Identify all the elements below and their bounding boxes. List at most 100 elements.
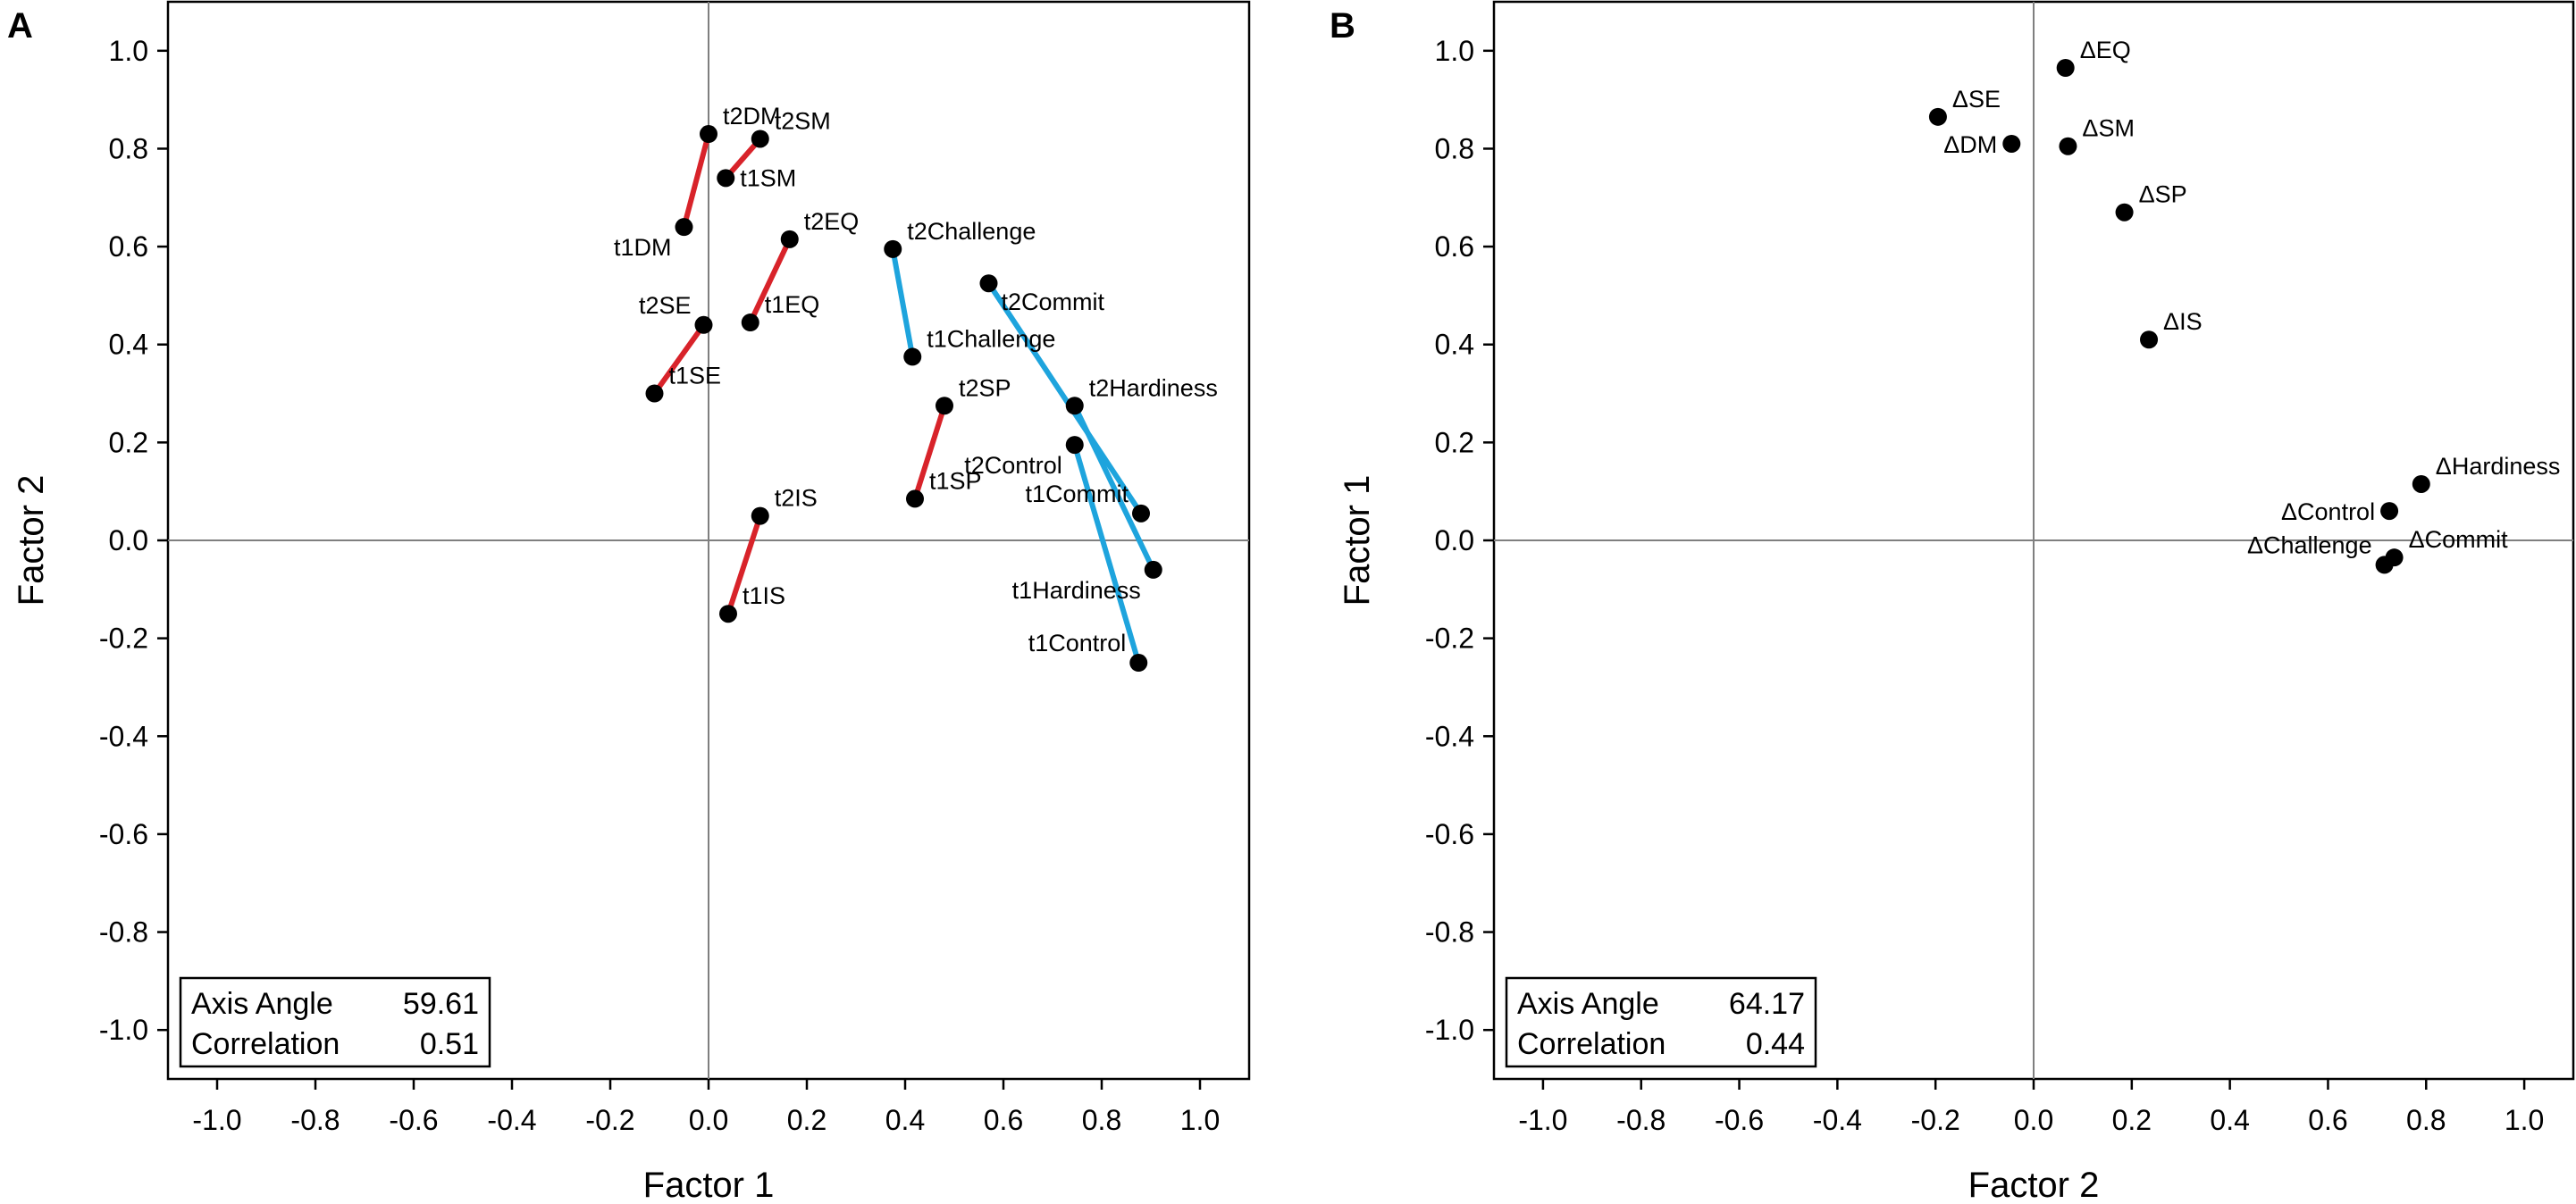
chart-b-point-delta-sp [2115,203,2134,222]
chart-a-x-tick-label: -0.2 [585,1104,634,1136]
chart-b-y-tick-label: -1.0 [1425,1014,1474,1046]
chart-a-point-label-t2eq: t2EQ [804,208,860,235]
chart-b-point-label-delta-sm: ΔSM [2082,115,2135,142]
chart-a-segment-t1is-to-t2is [726,513,763,617]
chart-b-x-tick-label: -1.0 [1518,1104,1567,1136]
chart-b-x-tick-label: 0.8 [2406,1104,2446,1136]
chart-b-point-label-delta-control: ΔControl [2281,498,2375,525]
chart-b-y-tick-label: 0.0 [1435,524,1474,556]
chart-a-y-tick-label: -0.6 [99,818,148,850]
chart-a-x-tick-label: 0.2 [787,1104,827,1136]
chart-a-point-label-t1dm: t1DM [614,234,672,261]
chart-a-point-label-t1sm: t1SM [740,164,796,191]
chart-b-point-delta-is [2140,330,2159,349]
chart-a-point-t2sm [751,130,769,148]
chart-a-y-tick-label: -1.0 [99,1014,148,1046]
chart-a-point-t2challenge [884,239,902,258]
chart-a-segment-t1challenge-to-t2challenge [890,246,916,360]
chart-a-axis-angle-value: 59.61 [403,987,479,1021]
chart-a-point-t2hardiness [1065,397,1084,415]
chart-a-point-label-t2control: t2Control [964,452,1062,479]
chart-a-point-t2commit [979,274,998,293]
chart-b-point-label-delta-se: ΔSE [1952,86,2001,113]
chart-a-segment-t1commit-to-t2commit [986,280,1144,516]
chart-b-point-delta-challenge [2375,556,2394,574]
chart-a-point-label-t2challenge: t2Challenge [907,218,1036,245]
chart-b-y-tick-label: -0.2 [1425,623,1474,655]
chart-a-point-t1commit [1132,504,1150,523]
chart-a-x-tick-label: -1.0 [192,1104,241,1136]
chart-b-point-label-delta-dm: ΔDM [1943,131,1997,158]
chart-b-point-delta-hardiness [2412,474,2430,493]
chart-b-point-label-delta-challenge: ΔChallenge [2247,531,2372,558]
chart-a-point-label-t1hardiness: t1Hardiness [1012,577,1141,604]
chart-b-y-axis-title: Factor 1 [1338,475,1377,606]
chart-a-y-tick-label: -0.8 [99,916,148,949]
chart-a-point-t1sm [717,169,735,188]
chart-b-x-tick-label: 1.0 [2505,1104,2544,1136]
chart-a-segment-t1se-to-t2se [651,322,707,397]
panel-letter-a: A [7,6,33,46]
chart-b-x-axis-title: Factor 2 [1968,1166,2100,1204]
chart-a-x-axis-title: Factor 1 [643,1166,775,1204]
chart-a-x-tick-label: -0.6 [389,1104,438,1136]
chart-b-point-delta-control [2380,502,2399,521]
chart-a-correlation-value: 0.51 [420,1027,479,1061]
chart-a-y-tick-label: 0.4 [109,329,148,361]
chart-a-point-label-t2commit: t2Commit [1002,288,1105,315]
chart-b-axis-angle-label: Axis Angle [1517,987,1659,1021]
chart-a-point-label-t1sp: t1SP [929,467,982,494]
chart-a-stats-box [179,976,491,1068]
chart-b-point-delta-eq [2056,59,2075,78]
chart-a-x-tick-label: -0.8 [290,1104,340,1136]
chart-b-y-tick-label: 0.4 [1435,329,1474,361]
chart-a-point-label-t1commit: t1Commit [1025,481,1129,507]
chart-b-point-delta-se [1928,107,1947,126]
chart-a-segment-t1hardiness-to-t2hardiness [1071,403,1156,573]
chart-b-point-delta-sm [2059,137,2077,155]
chart-a-point-label-t1is: t1IS [743,582,785,609]
chart-a-y-tick-label: 0.8 [109,132,148,164]
chart-a-point-t1sp [906,489,924,508]
chart-a-point-label-t2se: t2SE [639,292,692,319]
chart-a-point-t1eq [741,314,759,332]
chart-b-point-label-delta-eq: ΔEQ [2080,37,2131,63]
chart-b-point-label-delta-sp: ΔSP [2139,181,2187,208]
chart-b-point-label-delta-commit: ΔCommit [2409,526,2509,553]
chart-a-point-t1control [1129,654,1148,673]
chart-b-x-tick-label: 0.6 [2308,1104,2347,1136]
chart-a-point-t1challenge [903,347,922,366]
chart-b-stats-box [1505,976,1817,1068]
chart-a-y-tick-label: 1.0 [109,35,148,67]
chart-a-y-tick-label: 0.0 [109,524,148,556]
chart-a-y-tick-label: 0.2 [109,426,148,458]
chart-a-point-label-t2sm: t2SM [775,107,831,134]
chart-b-y-tick-label: 0.8 [1435,132,1474,164]
chart-a-point-label-t1challenge: t1Challenge [927,325,1055,352]
chart-a-y-tick-label: -0.2 [99,623,148,655]
chart-b-x-tick-label: -0.4 [1813,1104,1862,1136]
chart-b-x-tick-label: -0.2 [1911,1104,1960,1136]
chart-a-axis-angle-label: Axis Angle [191,987,333,1021]
chart-a-point-label-t2hardiness: t2Hardiness [1089,374,1218,401]
chart-b-y-tick-label: 0.2 [1435,426,1474,458]
chart-a-point-t2dm [700,125,717,144]
chart-a-point-label-t2dm: t2DM [723,103,781,130]
chart-a-x-tick-label: 1.0 [1180,1104,1220,1136]
chart-b-x-tick-label: -0.6 [1715,1104,1764,1136]
chart-a-point-t2eq [780,230,799,248]
chart-b-x-tick-label: 0.2 [2112,1104,2152,1136]
chart-a-segment-t1eq-to-t2eq [747,236,793,326]
chart-a-x-tick-label: 0.0 [689,1104,728,1136]
chart-a-y-axis-title: Factor 2 [12,475,51,606]
chart-b-y-tick-label: -0.4 [1425,720,1474,752]
chart-b-x-tick-label: -0.8 [1616,1104,1666,1136]
chart-a-y-tick-label: -0.4 [99,720,148,752]
chart-a-point-t2sp [936,397,953,415]
chart-b-correlation-value: 0.44 [1746,1027,1805,1061]
chart-a-point-label-t2is: t2IS [775,485,818,512]
chart-a-point-label-t1se: t1SE [669,363,722,389]
chart-b-point-label-delta-is: ΔIS [2163,308,2203,335]
chart-a-point-label-t1eq: t1EQ [765,291,820,318]
